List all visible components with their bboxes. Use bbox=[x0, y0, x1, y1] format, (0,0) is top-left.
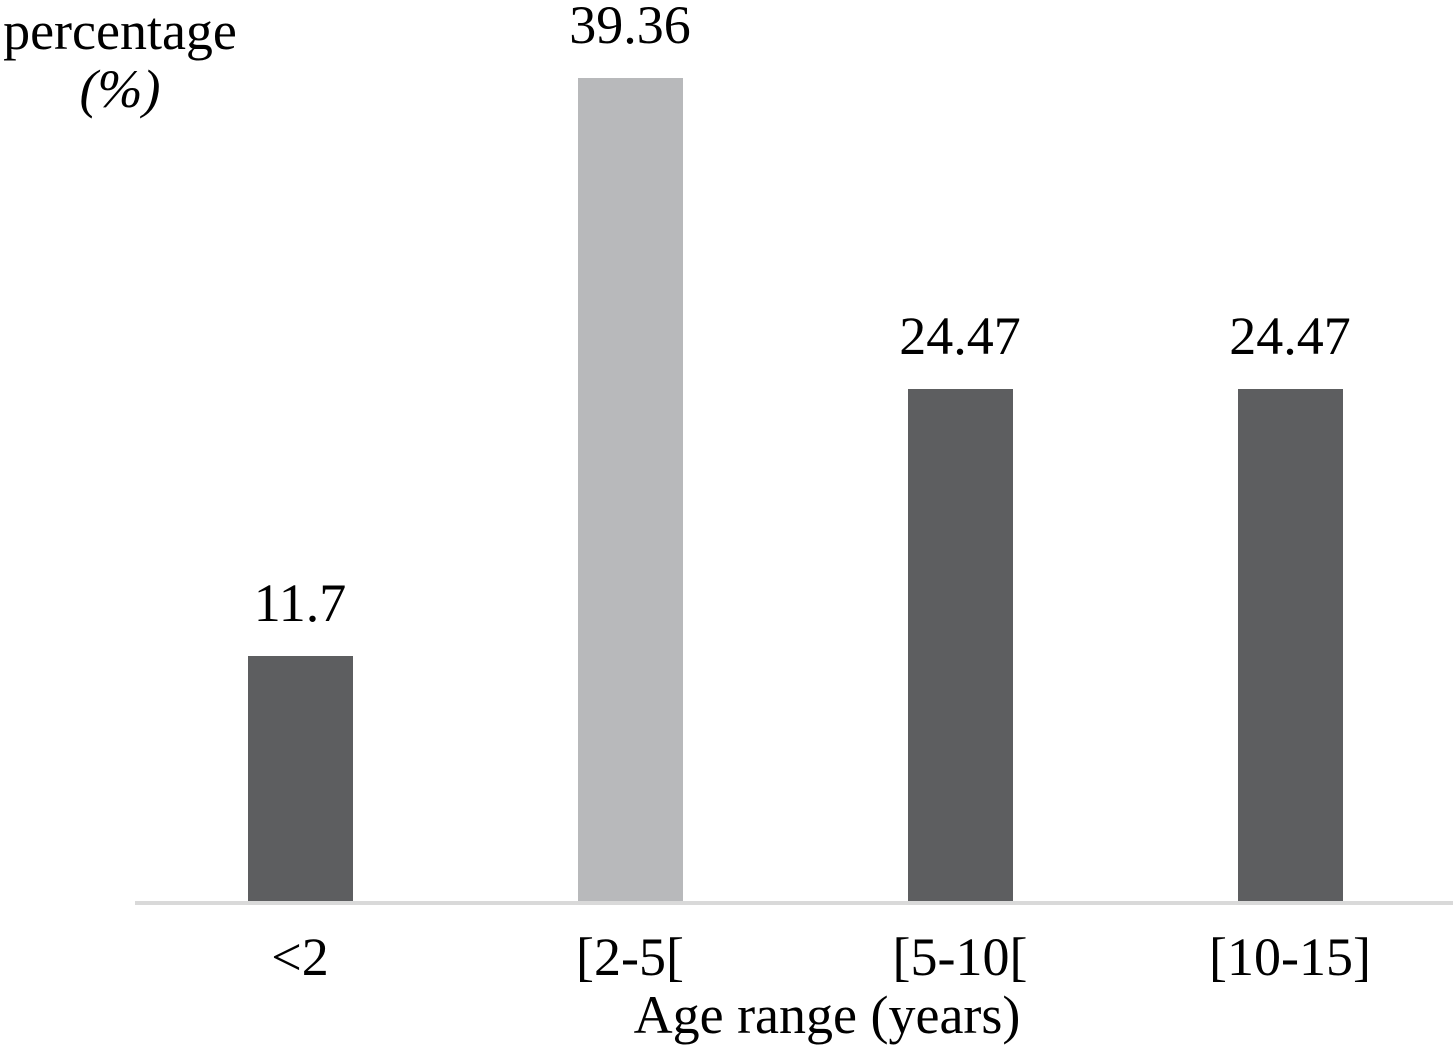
bar-column: 11.7 bbox=[135, 0, 465, 901]
bar-value-label: 11.7 bbox=[253, 573, 347, 633]
x-tick-label: [10-15] bbox=[1209, 927, 1371, 987]
bar bbox=[907, 389, 1013, 901]
plot-area: 11.7 39.36 24.47 24.47 bbox=[135, 0, 1455, 901]
x-axis-title: Age range (years) bbox=[633, 985, 1021, 1045]
bar bbox=[247, 656, 353, 901]
bar-column: 24.47 bbox=[795, 0, 1125, 901]
bar-value-label: 24.47 bbox=[899, 306, 1021, 366]
bar bbox=[1237, 389, 1343, 901]
y-axis-label: percentage (%) bbox=[0, 2, 240, 118]
y-axis-label-line2: (%) bbox=[79, 59, 161, 119]
y-axis-label-line1: percentage bbox=[3, 1, 237, 61]
bar-column: 24.47 bbox=[1125, 0, 1455, 901]
x-axis-tick-labels: <2 [2-5[ [5-10[ [10-15] bbox=[135, 928, 1455, 986]
bar-column: 39.36 bbox=[465, 0, 795, 901]
x-axis-line bbox=[135, 901, 1453, 905]
x-tick-label: [2-5[ bbox=[576, 927, 684, 987]
x-tick-label: [5-10[ bbox=[892, 927, 1028, 987]
bar-value-label: 24.47 bbox=[1229, 306, 1351, 366]
bar bbox=[577, 78, 683, 901]
x-tick-label: <2 bbox=[271, 927, 329, 987]
bar-value-label: 39.36 bbox=[569, 0, 691, 55]
